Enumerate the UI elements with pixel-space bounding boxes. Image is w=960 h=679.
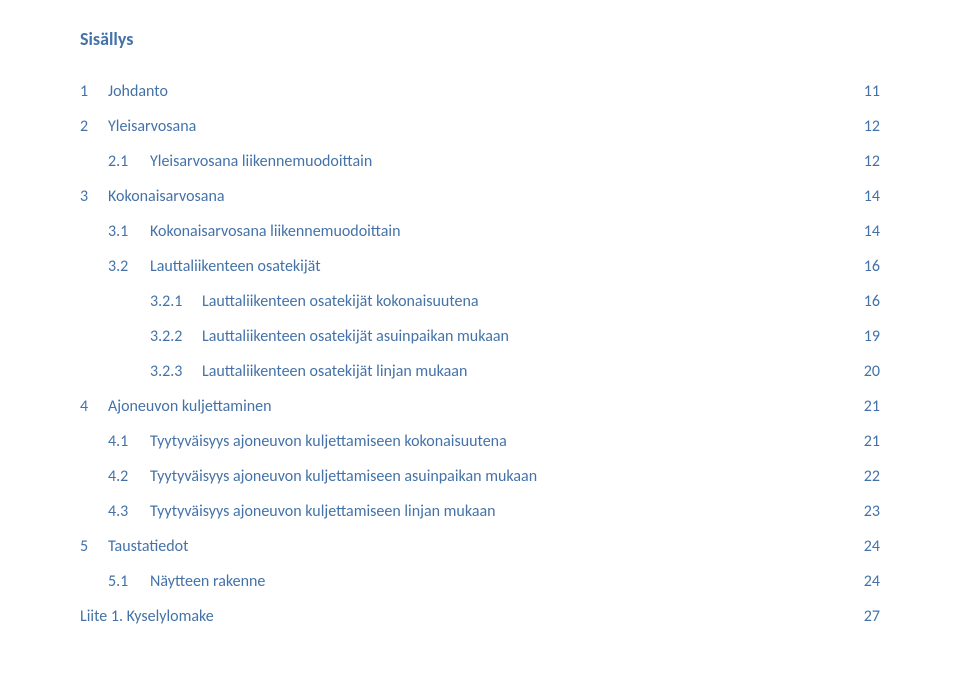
- toc-page: 11: [864, 82, 880, 101]
- toc-number: 3.1: [108, 222, 150, 241]
- toc-label: Tyytyväisyys ajoneuvon kuljettamiseen li…: [150, 502, 496, 521]
- toc-entry[interactable]: 4.3 Tyytyväisyys ajoneuvon kuljettamisee…: [80, 502, 880, 521]
- toc-number: 5.1: [108, 572, 150, 591]
- toc-label: Kokonaisarvosana: [108, 187, 225, 206]
- toc-number: 3.2.1: [150, 292, 202, 311]
- toc-entry[interactable]: 4.2 Tyytyväisyys ajoneuvon kuljettamisee…: [80, 467, 880, 486]
- toc-page: 21: [864, 397, 880, 416]
- toc-number: 4.3: [108, 502, 150, 521]
- toc-page: 16: [864, 292, 880, 311]
- toc-page: 27: [864, 607, 880, 626]
- toc-page: 23: [864, 502, 880, 521]
- toc-label: Tyytyväisyys ajoneuvon kuljettamiseen ko…: [150, 432, 507, 451]
- toc-entry[interactable]: 3 Kokonaisarvosana 14: [80, 187, 880, 206]
- toc-page: 20: [864, 362, 880, 381]
- toc-page: 14: [864, 222, 880, 241]
- toc-number: 4: [80, 397, 108, 416]
- toc-page: 12: [864, 152, 880, 171]
- toc-entry[interactable]: 5.1 Näytteen rakenne 24: [80, 572, 880, 591]
- toc-label: Taustatiedot: [108, 537, 188, 556]
- toc-number: 2: [80, 117, 108, 136]
- toc-page: 12: [864, 117, 880, 136]
- toc-entry[interactable]: 3.2 Lauttaliikenteen osatekijät 16: [80, 257, 880, 276]
- toc-page: 21: [864, 432, 880, 451]
- toc-entry[interactable]: 3.2.2 Lauttaliikenteen osatekijät asuinp…: [80, 327, 880, 346]
- toc-number: 1: [80, 82, 108, 101]
- toc-entry[interactable]: 3.2.3 Lauttaliikenteen osatekijät linjan…: [80, 362, 880, 381]
- toc-label: Lauttaliikenteen osatekijät: [150, 257, 321, 276]
- toc-number: 4.2: [108, 467, 150, 486]
- toc-label: Liite 1. Kyselylomake: [80, 607, 214, 626]
- toc-entry[interactable]: 2 Yleisarvosana 12: [80, 117, 880, 136]
- toc-entry[interactable]: 3.2.1 Lauttaliikenteen osatekijät kokona…: [80, 292, 880, 311]
- toc-number: 3.2.3: [150, 362, 202, 381]
- toc-page: 14: [864, 187, 880, 206]
- toc-label: Ajoneuvon kuljettaminen: [108, 397, 272, 416]
- toc-page: 24: [864, 572, 880, 591]
- toc-label: Lauttaliikenteen osatekijät asuinpaikan …: [202, 327, 509, 346]
- toc-label: Lauttaliikenteen osatekijät linjan mukaa…: [202, 362, 467, 381]
- toc-page: 19: [864, 327, 880, 346]
- toc-number: 3.2: [108, 257, 150, 276]
- toc-entry[interactable]: 4 Ajoneuvon kuljettaminen 21: [80, 397, 880, 416]
- toc-entry[interactable]: 1 Johdanto 11: [80, 82, 880, 101]
- toc-title: Sisällys: [80, 28, 880, 50]
- toc-number: 3.2.2: [150, 327, 202, 346]
- toc-entry[interactable]: 3.1 Kokonaisarvosana liikennemuodoittain…: [80, 222, 880, 241]
- toc-number: 3: [80, 187, 108, 206]
- toc-label: Johdanto: [108, 82, 168, 101]
- toc-page: 24: [864, 537, 880, 556]
- toc-number: 2.1: [108, 152, 150, 171]
- toc-label: Kokonaisarvosana liikennemuodoittain: [150, 222, 401, 241]
- toc-entry[interactable]: 4.1 Tyytyväisyys ajoneuvon kuljettamisee…: [80, 432, 880, 451]
- toc-page: 16: [864, 257, 880, 276]
- toc-number: 4.1: [108, 432, 150, 451]
- toc-entry[interactable]: 2.1 Yleisarvosana liikennemuodoittain 12: [80, 152, 880, 171]
- toc-label: Lauttaliikenteen osatekijät kokonaisuute…: [202, 292, 479, 311]
- toc-label: Yleisarvosana: [108, 117, 196, 136]
- toc-entry[interactable]: Liite 1. Kyselylomake 27: [80, 607, 880, 626]
- toc-label: Näytteen rakenne: [150, 572, 265, 591]
- toc-page: 22: [864, 467, 880, 486]
- toc-label: Yleisarvosana liikennemuodoittain: [150, 152, 372, 171]
- toc-number: 5: [80, 537, 108, 556]
- toc-entry[interactable]: 5 Taustatiedot 24: [80, 537, 880, 556]
- toc-label: Tyytyväisyys ajoneuvon kuljettamiseen as…: [150, 467, 537, 486]
